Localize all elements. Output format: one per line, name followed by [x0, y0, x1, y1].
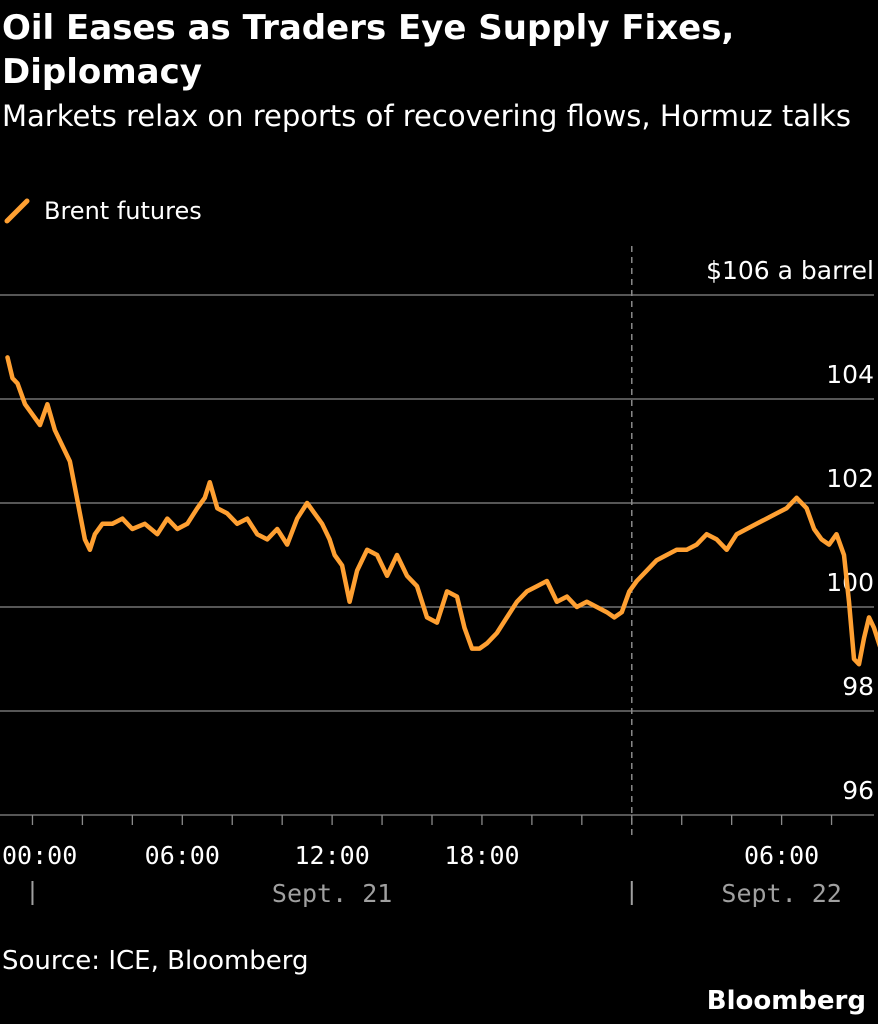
x-tick-label-3: 18:00: [444, 841, 519, 870]
y-tick-label-102: 102: [826, 464, 874, 493]
x-tick-label-4: 06:00: [744, 841, 819, 870]
x-tick-label-0: 00:00: [2, 841, 77, 870]
source-note: Source: ICE, Bloomberg: [2, 946, 309, 976]
x-tick-label-2: 12:00: [294, 841, 369, 870]
date-label-0: Sept. 21: [272, 879, 392, 908]
chart-subtitle: Markets relax on reports of recovering f…: [2, 99, 851, 133]
y-tick-label-104: 104: [826, 360, 874, 389]
date-label-1: Sept. 22: [721, 879, 841, 908]
legend-label-brent-futures: Brent futures: [44, 197, 202, 225]
y-tick-label-106: $106 a barrel: [706, 256, 874, 285]
legend-swatch-icon: [4, 198, 30, 224]
series-line-brent-futures: [5, 355, 878, 667]
y-tick-label-98: 98: [842, 672, 874, 701]
legend: Brent futures: [4, 196, 202, 226]
chart-title: Oil Eases as Traders Eye Supply Fixes, D…: [2, 8, 735, 92]
x-tick-label-1: 06:00: [145, 841, 220, 870]
bloomberg-logo: Bloomberg: [706, 986, 866, 1016]
y-tick-label-96: 96: [842, 776, 874, 805]
